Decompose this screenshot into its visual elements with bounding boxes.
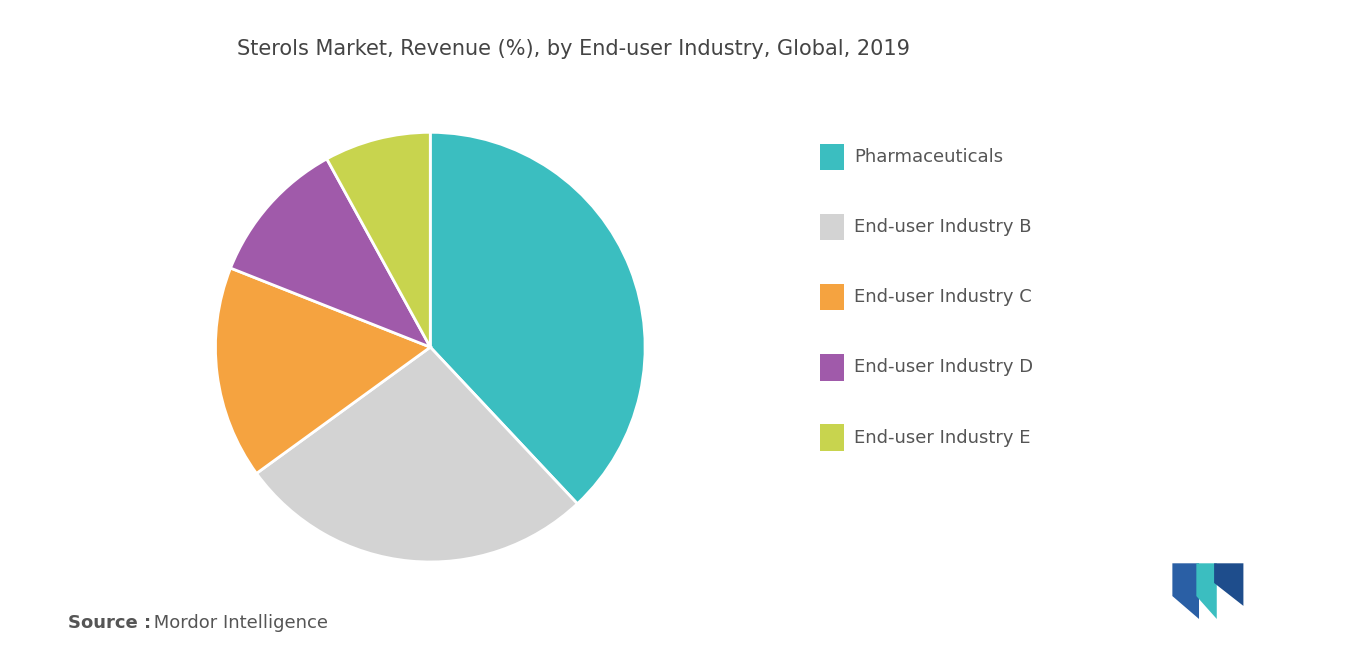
Text: End-user Industry E: End-user Industry E [854, 428, 1030, 447]
Text: Source :: Source : [68, 614, 152, 632]
Text: End-user Industry D: End-user Industry D [854, 358, 1033, 377]
Wedge shape [430, 132, 645, 504]
Polygon shape [1197, 563, 1217, 619]
Wedge shape [326, 132, 430, 347]
Text: Sterols Market, Revenue (%), by End-user Industry, Global, 2019: Sterols Market, Revenue (%), by End-user… [238, 39, 910, 60]
Wedge shape [216, 268, 430, 474]
Text: Pharmaceuticals: Pharmaceuticals [854, 148, 1003, 166]
Wedge shape [257, 347, 578, 562]
Text: Mordor Intelligence: Mordor Intelligence [148, 614, 328, 632]
Polygon shape [1214, 563, 1243, 606]
Polygon shape [1172, 563, 1199, 619]
Wedge shape [231, 159, 430, 347]
Text: End-user Industry B: End-user Industry B [854, 218, 1031, 236]
Text: End-user Industry C: End-user Industry C [854, 288, 1031, 307]
